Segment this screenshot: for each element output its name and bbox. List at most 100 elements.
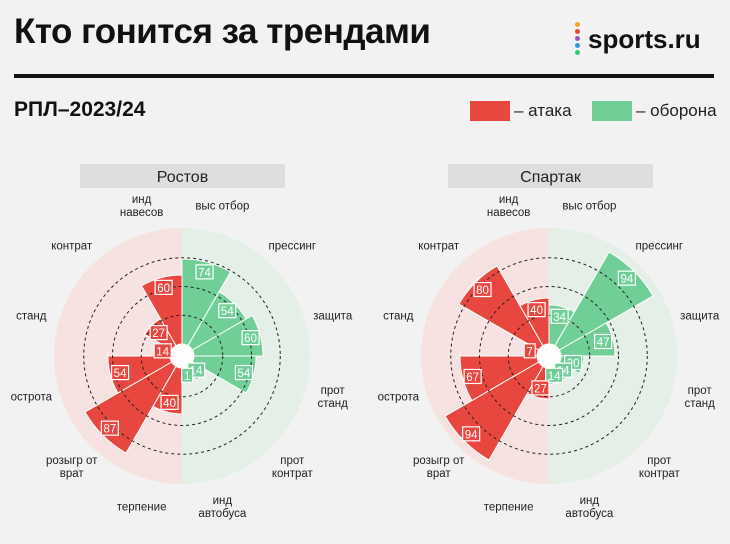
value-label-box [523, 343, 536, 359]
logo-dot [575, 22, 580, 27]
category-label: острота [378, 391, 420, 403]
legend-attack-label: – атака [514, 101, 572, 120]
value-label-text: 34 [553, 312, 566, 324]
value-label: 60 [154, 279, 173, 296]
category-label: прот станд [685, 385, 716, 410]
value-label-box [234, 364, 254, 381]
value-label: 67 [463, 368, 482, 385]
value-label: 7 [523, 343, 536, 359]
category-label: розыгр от врат [46, 455, 98, 480]
legend-defense-label: – оборона [636, 101, 717, 120]
category-label: прот станд [318, 385, 349, 410]
value-label: 94 [617, 270, 636, 286]
category-label: выс отбор [562, 200, 616, 212]
value-label: 54 [218, 303, 237, 319]
value-label-text: 87 [103, 424, 116, 436]
legend-attack-swatch [470, 101, 510, 121]
value-label-text: 67 [466, 372, 479, 384]
team-header-box [448, 164, 653, 188]
value-label-box [154, 279, 173, 296]
value-label: 27 [149, 325, 168, 341]
value-label-box [545, 367, 564, 383]
value-label-text: 80 [476, 285, 489, 297]
category-label: станд [383, 311, 414, 323]
category-label: розыгр от врат [413, 455, 465, 480]
value-label-text: 27 [534, 383, 547, 395]
value-label-text: 14 [548, 371, 561, 383]
value-label-box [181, 367, 194, 383]
logo-dot [575, 50, 580, 55]
polar-chart-2: Спартак34944720141427946778040выс отборп… [378, 164, 720, 520]
legend-defense-swatch [592, 101, 632, 121]
title-divider [14, 74, 714, 78]
category-label: контрат [418, 241, 460, 253]
value-label-box [195, 264, 214, 280]
legend-defense: – оборона [592, 100, 717, 122]
category-label: инд навесов [487, 194, 531, 219]
value-label-text: 94 [465, 429, 478, 441]
value-label: 74 [195, 264, 214, 280]
value-label-text: 94 [620, 274, 633, 286]
value-label-box [160, 394, 179, 410]
value-label-text: 54 [114, 368, 127, 380]
value-label: 34 [550, 308, 569, 324]
value-label: 87 [100, 420, 119, 436]
category-label: острота [11, 391, 53, 403]
category-label: терпение [117, 502, 167, 514]
value-label-text: 14 [156, 346, 169, 358]
value-label-box [550, 308, 569, 324]
value-label-text: 40 [530, 305, 543, 317]
grid-circle-2 [112, 286, 252, 426]
category-label: выс отбор [195, 200, 249, 212]
category-label: инд автобуса [565, 495, 613, 520]
center-hole [170, 344, 194, 368]
value-label-box [594, 333, 613, 350]
value-label-box [527, 302, 546, 318]
value-label-text: 47 [597, 337, 610, 349]
team-name: Ростов [157, 169, 208, 186]
grid-circle-3 [450, 257, 648, 455]
logo-dot [575, 36, 580, 41]
value-label-text: 1 [184, 371, 190, 383]
team-name: Спартак [520, 169, 582, 186]
logo-text: sports.ru [588, 24, 701, 54]
value-label: 40 [160, 394, 179, 410]
logo-dots-icon [574, 22, 582, 58]
logo-dot [575, 43, 580, 48]
value-label-box [149, 325, 168, 341]
legend-attack: – атака [470, 100, 572, 122]
category-label: инд навесов [120, 194, 164, 219]
grid-circle-1 [507, 314, 591, 398]
value-label-text: 54 [238, 368, 251, 380]
value-label: 14 [545, 367, 564, 383]
category-label: станд [16, 311, 47, 323]
category-label: прот контрат [272, 455, 314, 480]
value-label-box [218, 303, 237, 319]
value-label-text: 40 [163, 398, 176, 410]
value-label-box [241, 330, 260, 346]
value-label: 94 [462, 426, 481, 442]
category-label: защита [313, 311, 353, 323]
category-label: прот контрат [639, 455, 681, 480]
logo-dot [575, 29, 580, 34]
value-label-box [463, 368, 482, 385]
value-label: 47 [594, 333, 613, 350]
team-header-box [80, 164, 285, 188]
category-label: терпение [484, 502, 534, 514]
value-label-box [100, 420, 119, 436]
value-label: 60 [241, 330, 260, 346]
value-label: 14 [153, 343, 172, 359]
value-label-box [617, 270, 636, 286]
grid-circle-1 [140, 314, 224, 398]
category-label: инд автобуса [198, 495, 246, 520]
value-label-text: 54 [221, 306, 234, 318]
category-label: контрат [51, 241, 93, 253]
page-title: Кто гонится за трендами [14, 12, 431, 51]
season-subtitle: РПЛ–2023/24 [14, 98, 146, 121]
value-label: 54 [234, 364, 254, 381]
value-label-text: 74 [198, 267, 211, 279]
category-label: прессинг [636, 241, 684, 253]
value-label-box [473, 281, 492, 298]
